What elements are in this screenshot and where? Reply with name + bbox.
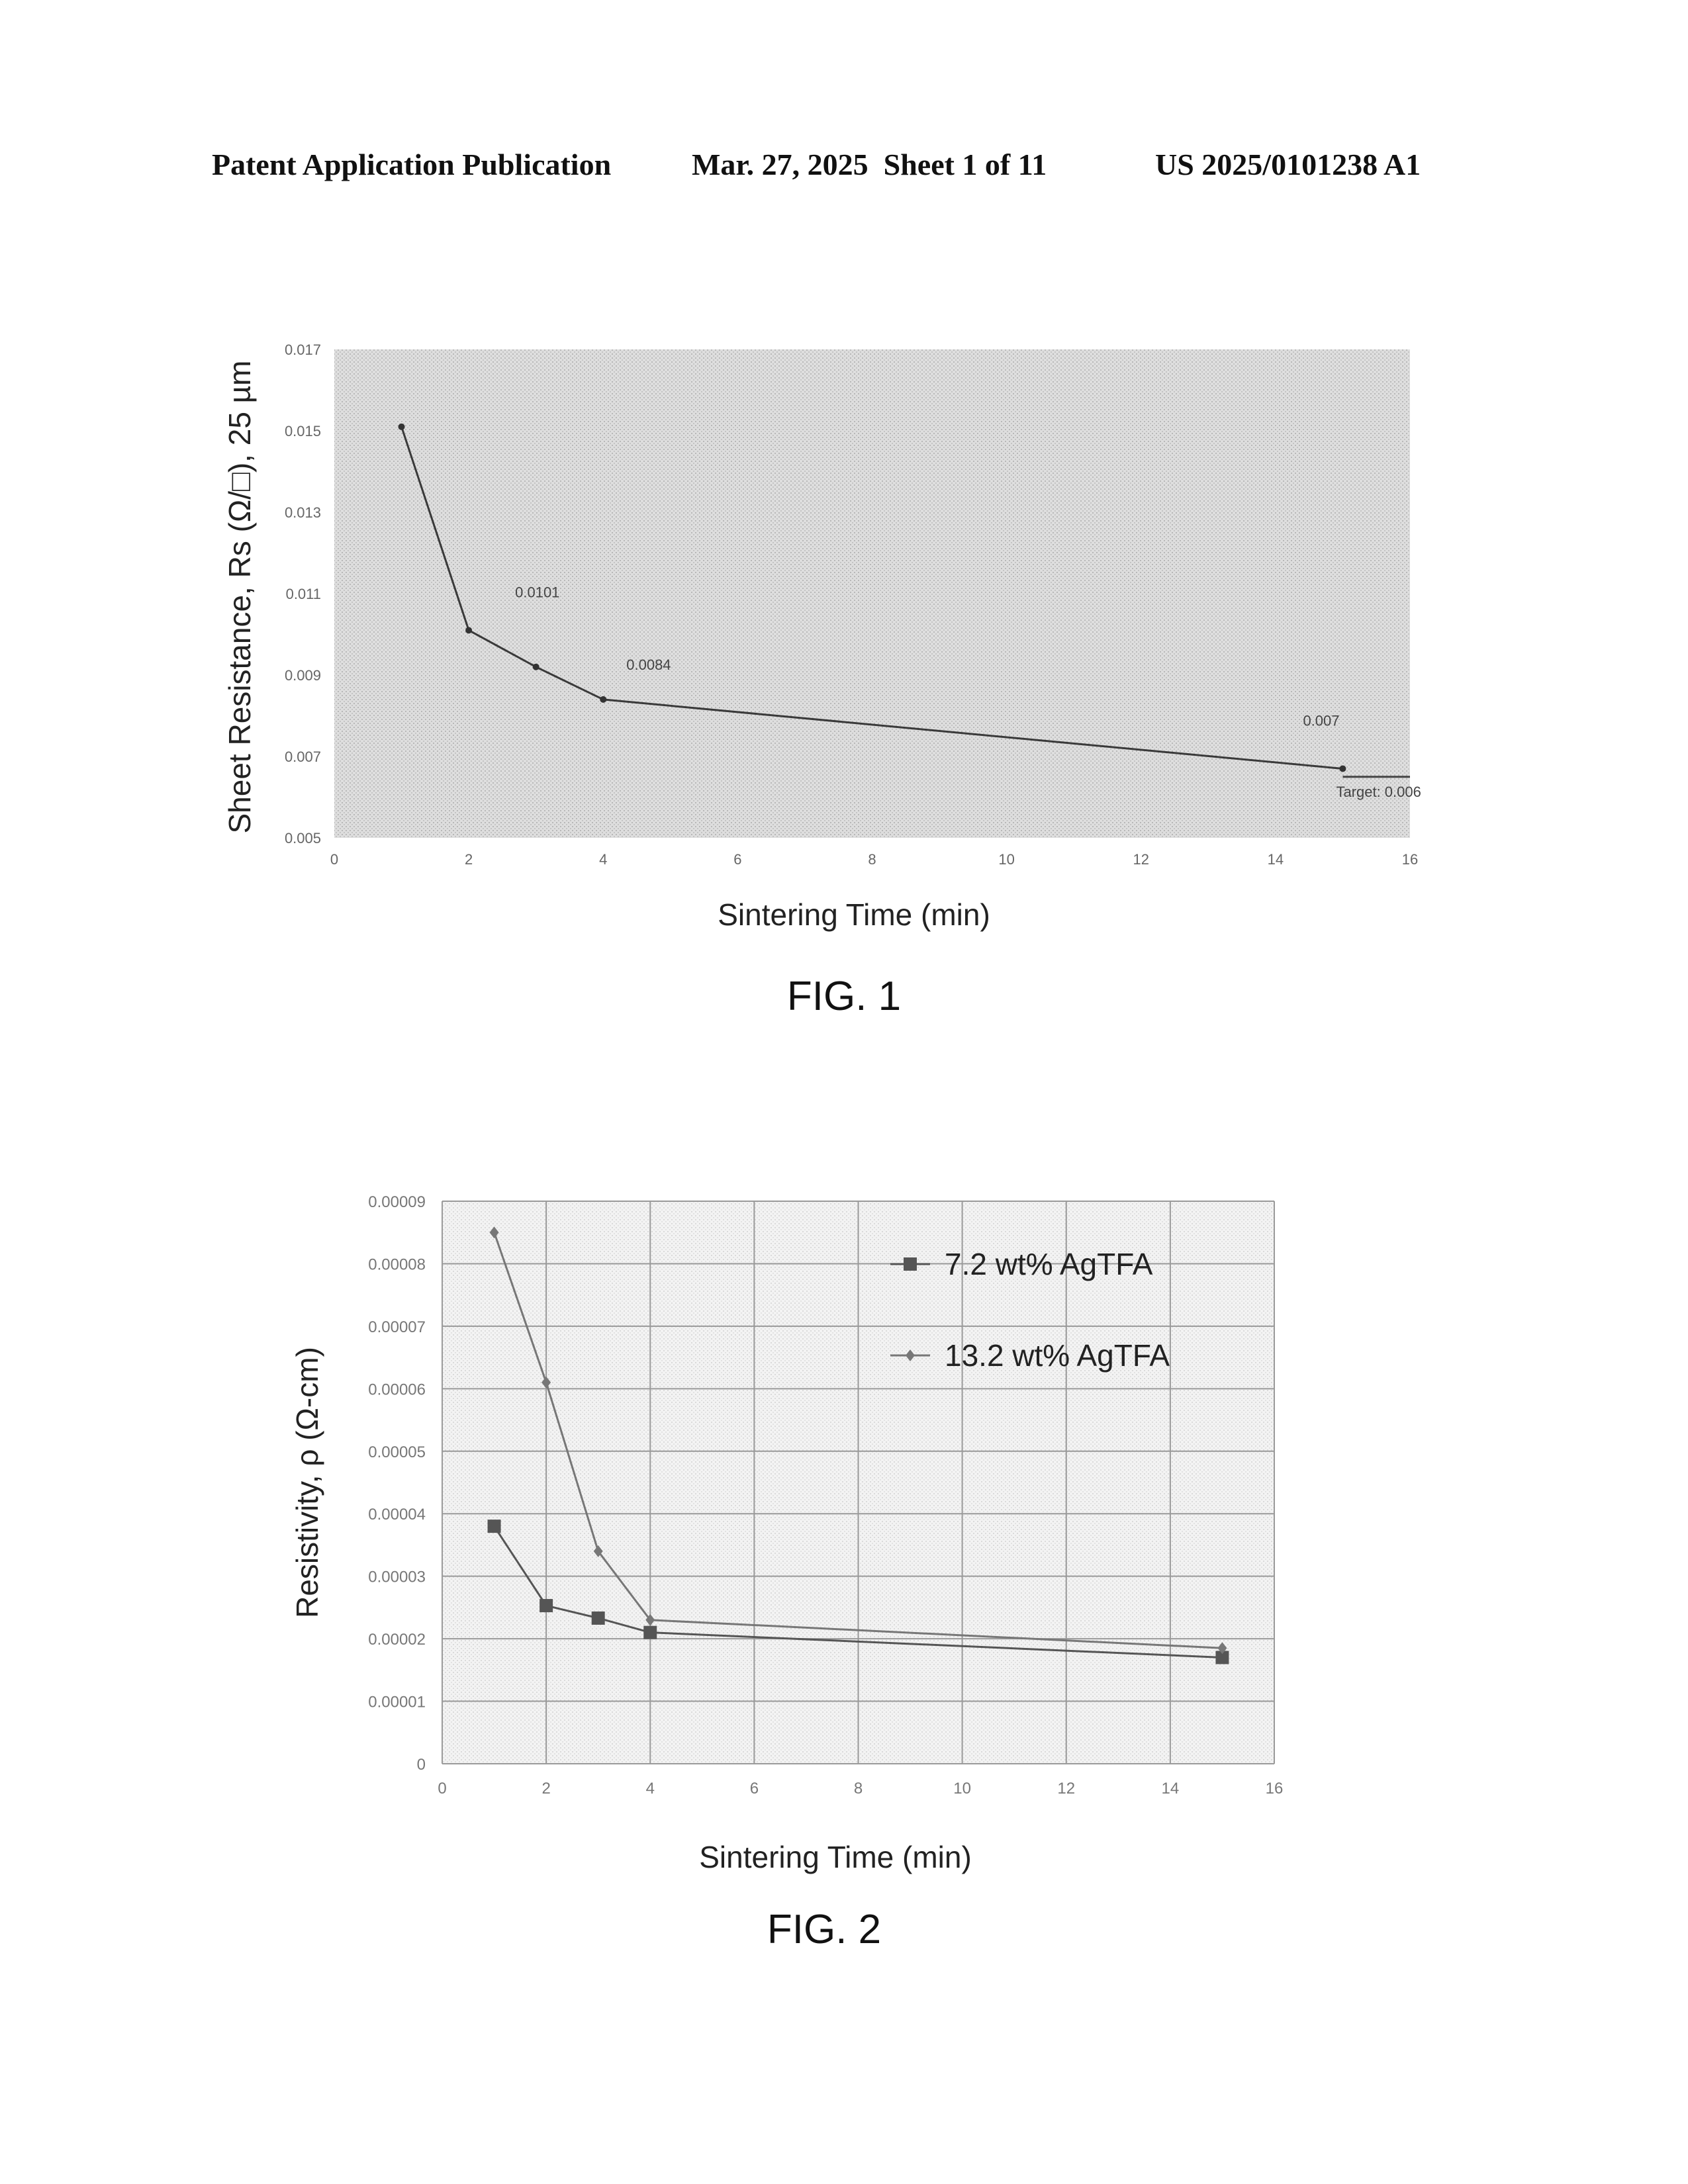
fig1-y-axis-label: Sheet Resistance, Rs (Ω/□), 25 µm (222, 360, 257, 833)
figure-2-chart: 0 0.00001 0.00002 0.00003 0.00004 0.00005 0.00… (290, 1193, 1283, 1874)
fig2-y-tick-label: 0.00005 (368, 1443, 426, 1461)
fig1-plot-area (334, 349, 1410, 838)
fig1-y-tick-label: 0.015 (285, 423, 321, 439)
fig2-y-tick-label: 0.00003 (368, 1569, 426, 1586)
fig1-data-label: 0.0084 (626, 657, 671, 673)
fig2-square-marker (643, 1626, 657, 1639)
fig1-y-tick-label: 0.011 (286, 586, 321, 602)
fig2-legend-label: 13.2 wt% AgTFA (945, 1338, 1170, 1373)
fig2-square-marker (592, 1612, 605, 1625)
fig2-legend-square-marker (904, 1257, 917, 1271)
fig1-x-tick-label: 8 (868, 851, 876, 868)
fig1-y-tick-label: 0.005 (285, 830, 321, 846)
fig1-data-point (600, 696, 606, 703)
fig1-x-tick-label: 0 (330, 851, 338, 868)
fig1-x-tick-label: 2 (465, 851, 473, 868)
fig2-y-tick-label: 0.00007 (368, 1318, 426, 1336)
fig2-x-tick-label: 12 (1057, 1780, 1075, 1797)
fig1-x-tick-label: 16 (1402, 851, 1418, 868)
fig1-data-point (533, 664, 539, 670)
fig2-x-tick-label: 14 (1162, 1780, 1180, 1797)
fig1-data-point (1339, 765, 1346, 772)
fig1-y-tick-label: 0.013 (285, 504, 321, 521)
fig2-x-tick-label: 6 (750, 1780, 759, 1797)
fig2-x-tick-label: 8 (854, 1780, 863, 1797)
figure-1-chart: 0.005 0.007 0.009 0.011 0.013 0.015 0.017 0 2 4 6… (222, 341, 1421, 932)
fig2-y-tick-label: 0.00008 (368, 1255, 426, 1273)
fig1-x-tick-label: 4 (599, 851, 607, 868)
fig1-y-tick-label: 0.009 (285, 667, 321, 684)
fig2-square-marker (488, 1520, 501, 1533)
fig2-y-tick-label: 0.00001 (368, 1694, 426, 1711)
fig1-target-label: Target: 0.006 (1336, 784, 1421, 800)
fig2-x-tick-label: 16 (1266, 1780, 1284, 1797)
figure-2-label: FIG. 2 (767, 1906, 881, 1953)
fig1-x-tick-label: 10 (998, 851, 1014, 868)
fig2-square-marker (539, 1599, 553, 1612)
fig1-data-point (465, 627, 472, 633)
fig2-y-tick-label: 0.00006 (368, 1381, 426, 1398)
fig2-y-axis-label: Resistivity, ρ (Ω-cm) (290, 1347, 324, 1618)
figure-1-label: FIG. 1 (787, 973, 901, 1020)
fig2-y-tick-label: 0.00009 (368, 1193, 426, 1211)
fig2-y-tick-label: 0 (417, 1756, 426, 1774)
fig2-x-tick-label: 0 (438, 1780, 446, 1797)
fig1-data-label: 0.0101 (515, 584, 559, 600)
fig1-y-tick-label: 0.017 (285, 341, 321, 358)
fig2-x-axis-label: Sintering Time (min) (699, 1840, 972, 1874)
fig1-x-tick-label: 12 (1133, 851, 1149, 868)
fig2-x-tick-label: 10 (953, 1780, 971, 1797)
fig2-legend-label: 7.2 wt% AgTFA (945, 1247, 1153, 1281)
fig1-data-label: 0.007 (1303, 712, 1339, 729)
fig1-x-tick-label: 6 (733, 851, 741, 868)
fig2-y-tick-label: 0.00002 (368, 1631, 426, 1649)
fig1-x-tick-label: 14 (1268, 851, 1284, 868)
fig1-x-axis-label: Sintering Time (min) (718, 897, 990, 932)
fig2-x-tick-label: 2 (541, 1780, 550, 1797)
fig1-y-tick-label: 0.007 (285, 749, 321, 765)
fig2-x-tick-label: 4 (646, 1780, 655, 1797)
fig2-y-tick-label: 0.00004 (368, 1506, 426, 1524)
fig1-data-point (399, 424, 405, 430)
